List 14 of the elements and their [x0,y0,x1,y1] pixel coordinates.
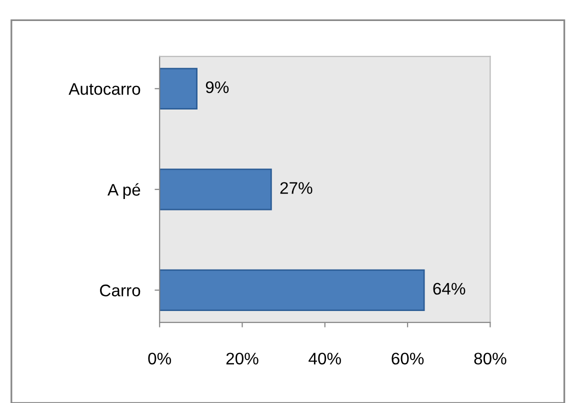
y-tick-label: Carro [100,284,140,296]
bar [160,68,198,110]
y-tick-label: Autocarro [68,83,140,95]
data-label: 64% [433,282,466,295]
x-tick-label: 0% [148,352,172,365]
bar [160,269,425,312]
data-label: 27% [280,182,312,194]
data-label: 9% [206,81,229,94]
y-tick-label: A pé [108,183,140,200]
x-tick-label: 80% [474,352,506,365]
x-tick-label: 60% [392,352,424,365]
x-tick-label: 20% [226,352,258,365]
bar [160,168,272,210]
x-tick-label: 40% [308,352,341,365]
